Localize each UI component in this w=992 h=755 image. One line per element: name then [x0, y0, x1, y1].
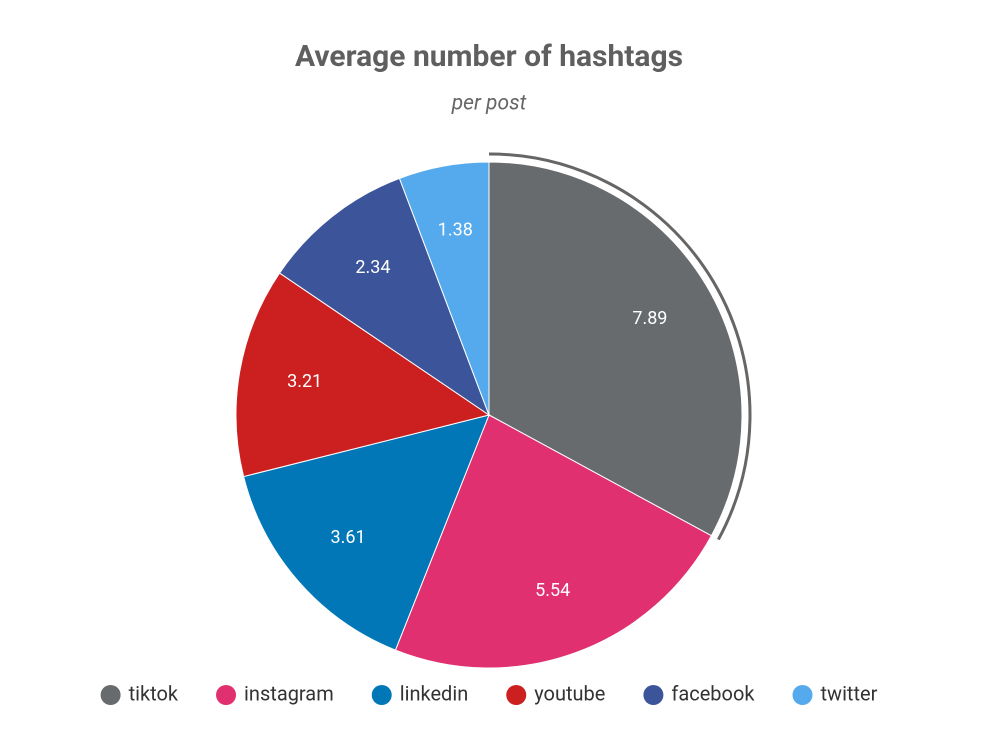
pie-slice: [235, 272, 491, 478]
legend-label: instagram: [244, 681, 334, 705]
legend-label: twitter: [820, 681, 877, 705]
legend-swatch: [100, 685, 121, 705]
chart-subtitle: per post: [451, 92, 527, 116]
pie-slice: [488, 161, 743, 537]
legend-label: facebook: [671, 681, 755, 705]
legend-label: linkedin: [400, 681, 469, 705]
legend-label: youtube: [534, 681, 605, 705]
data-label: 3.21: [287, 371, 322, 392]
data-label: 7.89: [632, 308, 667, 329]
chart-title: Average number of hashtags: [295, 39, 683, 74]
data-label: 3.61: [331, 527, 366, 548]
legend-swatch: [216, 685, 237, 705]
pie-slice: [394, 414, 713, 669]
pie-slice: [278, 177, 491, 417]
legend-swatch: [792, 685, 813, 705]
data-label: 2.34: [355, 257, 390, 278]
legend-swatch: [371, 685, 392, 705]
legend-swatch: [643, 685, 664, 705]
data-label: 5.54: [535, 580, 570, 601]
highlight-arc: [488, 152, 752, 541]
data-label: 1.38: [438, 220, 473, 241]
legend: tiktok instagram linkedin youtube facebook tw…: [100, 681, 878, 705]
legend-swatch: [506, 685, 527, 705]
legend-label: tiktok: [129, 681, 179, 705]
pie-slice: [398, 161, 490, 416]
pie-slice: [242, 414, 490, 651]
